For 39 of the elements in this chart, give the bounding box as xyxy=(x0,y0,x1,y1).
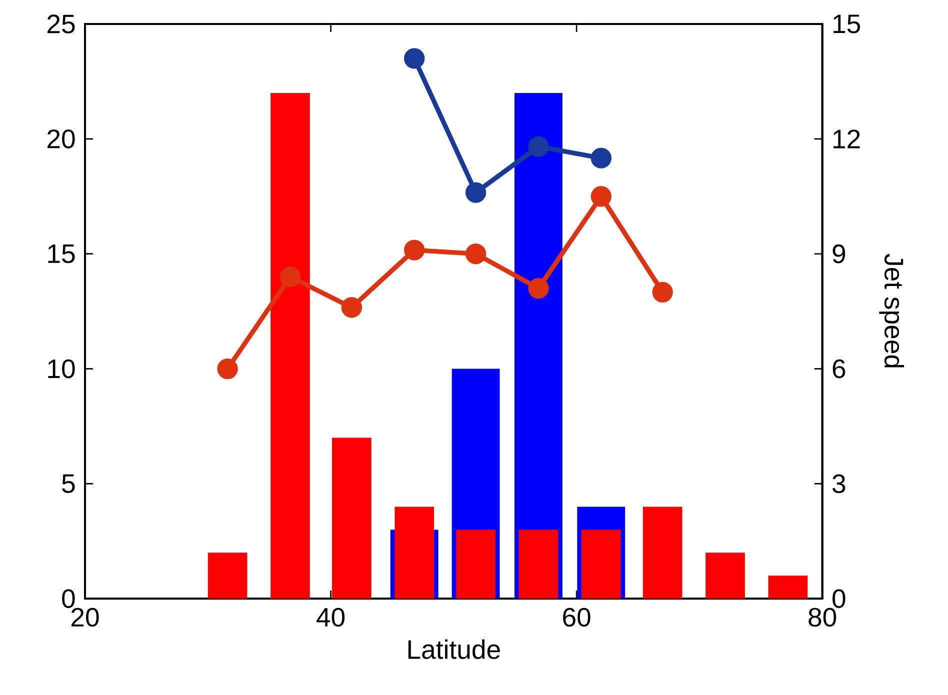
bar xyxy=(270,93,310,599)
bar xyxy=(456,530,496,599)
bar xyxy=(768,576,808,599)
point xyxy=(590,186,612,207)
bar xyxy=(332,438,372,599)
x-tick-label: 80 xyxy=(808,608,836,627)
point xyxy=(528,136,549,158)
y2-tick-label: 12 xyxy=(834,130,860,148)
point xyxy=(280,266,301,288)
point xyxy=(652,282,673,303)
point xyxy=(528,278,549,299)
x-tick-label: 40 xyxy=(316,608,345,627)
y-tick-label: 5 xyxy=(62,474,75,494)
point xyxy=(465,182,486,204)
point xyxy=(465,244,486,264)
x-tick-label: 60 xyxy=(563,608,590,627)
point xyxy=(590,148,612,169)
bar xyxy=(518,530,558,599)
y2-tick-label: 6 xyxy=(832,360,846,378)
y2-tick-label: 0 xyxy=(832,589,846,608)
x-axis-title: Latitude xyxy=(408,640,500,660)
bar xyxy=(706,552,745,599)
bar xyxy=(208,552,248,599)
point xyxy=(217,358,238,380)
y2-tick-label: 9 xyxy=(832,244,846,264)
y-tick-label: 25 xyxy=(48,14,75,34)
y-tick-label: 10 xyxy=(48,360,75,378)
point xyxy=(404,240,425,261)
point xyxy=(341,297,362,318)
y-tick-label: 20 xyxy=(48,130,75,149)
y2-tick-label: 15 xyxy=(834,14,860,34)
y-tick-label: 0 xyxy=(62,589,75,608)
y-tick-label: 15 xyxy=(48,244,75,264)
bar xyxy=(394,506,434,599)
y2-tick-label: 3 xyxy=(832,474,846,494)
bar xyxy=(642,506,682,599)
y2-axis-title: Jet speed xyxy=(879,254,904,368)
point xyxy=(404,48,425,69)
bar xyxy=(581,530,621,599)
